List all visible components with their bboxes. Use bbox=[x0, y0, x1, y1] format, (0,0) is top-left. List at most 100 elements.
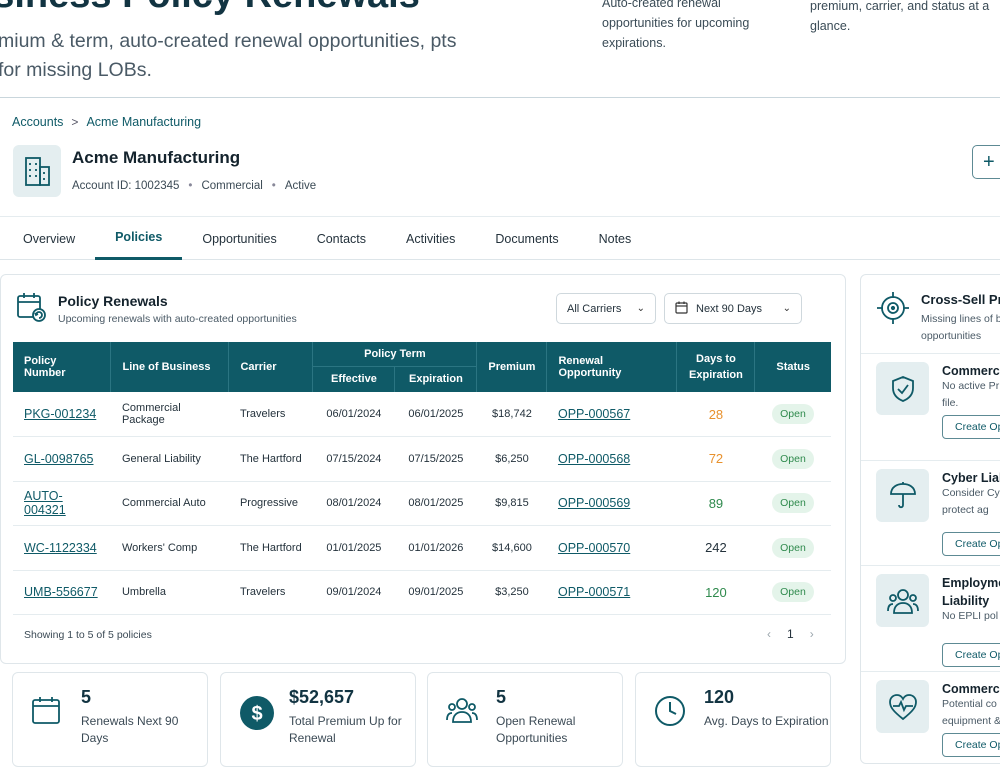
status-cell: Open bbox=[754, 570, 831, 615]
premium: $9,815 bbox=[476, 481, 547, 526]
opportunity-link-cell[interactable]: OPP-000567 bbox=[546, 392, 677, 437]
status-badge: Open bbox=[772, 448, 814, 469]
expiration-date: 07/15/2025 bbox=[394, 436, 477, 482]
chevron-down-icon: ⌄ bbox=[782, 303, 791, 314]
days-to-expiration: 89 bbox=[676, 481, 755, 526]
opportunity-link-cell[interactable]: OPP-000569 bbox=[546, 481, 677, 526]
premium: $6,250 bbox=[476, 436, 547, 482]
col-header-expiration[interactable]: Expiration bbox=[394, 366, 478, 392]
table-row[interactable]: AUTO-004321 Commercial Auto Progressive 08/… bbox=[13, 481, 831, 526]
meta-separator: • bbox=[271, 180, 276, 192]
premium: $14,600 bbox=[476, 525, 547, 571]
status-cell: Open bbox=[754, 392, 831, 437]
breadcrumb-accounts-link[interactable]: Accounts bbox=[12, 115, 64, 129]
account-type: Commercial bbox=[201, 180, 263, 192]
col-header-policy[interactable]: Policy Number bbox=[13, 342, 112, 392]
create-opportunity-button[interactable]: Create Op bbox=[942, 733, 1000, 757]
policy-number[interactable]: PKG-001234 bbox=[24, 407, 97, 421]
col-header-premium[interactable]: Premium bbox=[476, 342, 548, 392]
stat-label: Renewals Next 90 Days bbox=[81, 714, 179, 745]
create-opportunity-button[interactable]: Create Op bbox=[942, 415, 1000, 439]
tab-overview[interactable]: Overview bbox=[23, 231, 76, 246]
table-row[interactable]: UMB-556677 Umbrella Travelers 09/01/2024 09/… bbox=[13, 570, 831, 615]
stat-card: 5 Renewals Next 90 Days bbox=[12, 672, 208, 767]
opportunity-link[interactable]: OPP-000567 bbox=[557, 407, 631, 421]
effective-date: 08/01/2024 bbox=[312, 481, 395, 526]
create-opportunity-button[interactable]: Create Op bbox=[942, 532, 1000, 556]
account-name: Acme Manufacturing bbox=[72, 148, 241, 167]
policy-number-link[interactable]: WC-1122334 bbox=[13, 525, 111, 571]
policy-number[interactable]: UMB-556677 bbox=[24, 585, 98, 600]
account-id: Account ID: 1002345 bbox=[72, 180, 180, 192]
opportunity-link[interactable]: OPP-000568 bbox=[557, 451, 631, 466]
col-header-carrier[interactable]: Carrier bbox=[228, 342, 314, 392]
policy-number-link[interactable]: UMB-556677 bbox=[13, 570, 111, 615]
opportunity-link[interactable]: OPP-000571 bbox=[557, 585, 631, 600]
expiration-date: 06/01/2025 bbox=[394, 392, 477, 437]
add-button[interactable]: + bbox=[972, 145, 1000, 179]
cross-sell-subtitle: Missing lines of b opportunities bbox=[921, 313, 1000, 342]
tab-notes[interactable]: Notes bbox=[598, 231, 632, 246]
calendar-refresh-icon bbox=[15, 291, 47, 328]
date-range-value: Next 90 Days bbox=[696, 302, 763, 315]
tab-activities[interactable]: Activities bbox=[406, 231, 456, 246]
calendar-icon bbox=[675, 301, 688, 317]
policy-number-link[interactable]: PKG-001234 bbox=[13, 392, 111, 437]
tab-contacts[interactable]: Contacts bbox=[316, 231, 367, 246]
premium: $3,250 bbox=[476, 570, 547, 615]
policy-number-link[interactable]: AUTO-004321 bbox=[13, 481, 111, 526]
status-badge: Open bbox=[772, 537, 814, 558]
carrier: Travelers bbox=[228, 392, 313, 437]
cross-sell-panel: Cross-Sell Pr Missing lines of b opportu… bbox=[860, 274, 1000, 764]
table-row[interactable]: PKG-001234 Commercial Package Travelers 06/… bbox=[13, 392, 831, 437]
stat-label: Total Premium Up for Renewal bbox=[289, 714, 402, 745]
hero-note-opportunities: Auto-created renewal opportunities for u… bbox=[602, 0, 750, 50]
carrier-filter-dropdown[interactable]: All Carriers ⌄ bbox=[556, 293, 656, 324]
policy-number[interactable]: WC-1122334 bbox=[24, 540, 97, 555]
policy-number[interactable]: GL-0098765 bbox=[24, 451, 94, 466]
effective-date: 07/15/2024 bbox=[312, 436, 395, 482]
tab-policies[interactable]: Policies bbox=[95, 217, 183, 260]
stat-card: 5 Open Renewal Opportunities bbox=[427, 672, 623, 767]
carrier-filter-value: All Carriers bbox=[567, 302, 622, 315]
opportunity-link-cell[interactable]: OPP-000568 bbox=[546, 436, 677, 482]
date-range-dropdown[interactable]: Next 90 Days ⌄ bbox=[664, 293, 802, 324]
cross-sell-item-name: Commerc bbox=[942, 682, 1000, 696]
line-of-business: General Liability bbox=[110, 436, 229, 482]
page-number[interactable]: 1 bbox=[787, 627, 794, 641]
pagination: ‹ 1 › bbox=[767, 627, 814, 641]
account-status: Active bbox=[284, 180, 317, 192]
table-row[interactable]: WC-1122334 Workers' Comp The Hartford 01/01… bbox=[13, 525, 831, 571]
tab-documents[interactable]: Documents bbox=[495, 231, 559, 246]
opportunity-link[interactable]: OPP-000570 bbox=[557, 540, 631, 555]
policy-number-link[interactable]: GL-0098765 bbox=[13, 436, 111, 482]
dollar-icon: $ bbox=[239, 695, 275, 736]
col-header-opportunity[interactable]: Renewal Opportunity bbox=[546, 342, 678, 392]
tab-opportunities[interactable]: Opportunities bbox=[202, 231, 277, 246]
col-header-days[interactable]: Days to Expiration bbox=[676, 342, 756, 392]
stat-value: 5 bbox=[496, 687, 507, 707]
create-opportunity-button[interactable]: Create Op bbox=[942, 643, 1000, 667]
col-header-lob[interactable]: Line of Business bbox=[110, 342, 230, 392]
opportunity-link-cell[interactable]: OPP-000571 bbox=[546, 570, 677, 615]
days-to-expiration: 242 bbox=[676, 525, 755, 571]
carrier: The Hartford bbox=[228, 525, 313, 571]
policy-number[interactable]: AUTO-004321 bbox=[24, 489, 66, 518]
stat-card: 120 Avg. Days to Expiration bbox=[635, 672, 831, 767]
next-page-button[interactable]: › bbox=[809, 627, 814, 641]
status-badge: Open bbox=[772, 404, 814, 424]
status-cell: Open bbox=[754, 525, 831, 571]
col-header-effective[interactable]: Effective bbox=[312, 366, 396, 392]
table-row[interactable]: GL-0098765 General Liability The Hartford 0… bbox=[13, 436, 831, 482]
prev-page-button[interactable]: ‹ bbox=[767, 627, 771, 641]
opportunity-link[interactable]: OPP-000569 bbox=[557, 496, 631, 511]
hero-note-glance: premium, carrier, and status at a glance… bbox=[810, 0, 990, 33]
col-header-status[interactable]: Status bbox=[754, 342, 831, 392]
opportunity-link-cell[interactable]: OPP-000570 bbox=[546, 525, 677, 571]
effective-date: 09/01/2024 bbox=[312, 570, 395, 615]
shield-check-icon bbox=[876, 362, 929, 415]
breadcrumb-current[interactable]: Acme Manufacturing bbox=[86, 115, 202, 129]
days-to-expiration: 72 bbox=[676, 436, 755, 482]
cross-sell-item-desc: No EPLI pol bbox=[942, 610, 999, 622]
premium: $18,742 bbox=[476, 392, 547, 437]
